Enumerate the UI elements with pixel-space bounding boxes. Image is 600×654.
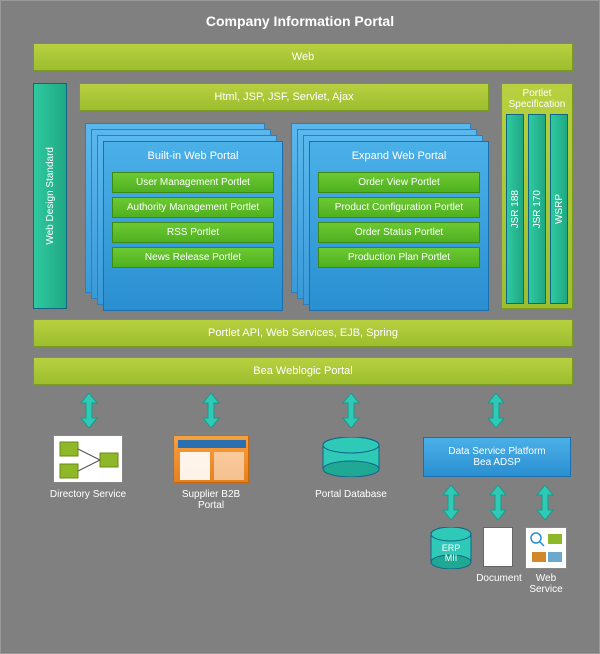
bar-api: Portlet API, Web Services, EJB, Spring: [33, 319, 573, 347]
erp-mii-icon: ERPMII: [429, 527, 473, 569]
arrow-doc: [488, 485, 508, 520]
spec-col-jsr170: JSR 170: [528, 114, 546, 304]
portlet-order-view: Order View Portlet: [318, 172, 480, 193]
spec-col-jsr188: JSR 188: [506, 114, 524, 304]
portlet-spec-box: Portlet Specification JSR 188 JSR 170 WS…: [501, 83, 573, 309]
arrow-ws: [535, 485, 555, 520]
arrow-b2b: [201, 393, 221, 428]
portlet-spec-title: Portlet Specification: [502, 84, 572, 114]
web-design-standard: Web Design Standard: [33, 83, 67, 309]
web-design-label: Web Design Standard: [45, 147, 56, 245]
expand-title: Expand Web Portal: [310, 142, 488, 168]
portlet-rss: RSS Portlet: [112, 222, 274, 243]
data-service-platform: Data Service Platform Bea ADSP: [423, 437, 571, 477]
supplier-b2b-icon: [173, 435, 249, 483]
svg-text:MII: MII: [445, 553, 458, 563]
builtin-title: Built-in Web Portal: [104, 142, 282, 168]
directory-service-icon: [53, 435, 123, 483]
portlet-news: News Release Portlet: [112, 247, 274, 268]
portlet-user-mgmt: User Management Portlet: [112, 172, 274, 193]
portal-db-label: Portal Database: [306, 489, 396, 500]
directory-service-label: Directory Service: [43, 489, 133, 500]
bar-html: Html, JSP, JSF, Servlet, Ajax: [79, 83, 489, 111]
portlet-prod-config: Product Configuration Portlet: [318, 197, 480, 218]
document-label: Document: [471, 573, 527, 584]
arrow-dir: [79, 393, 99, 428]
bar-web: Web: [33, 43, 573, 71]
page-title: Company Information Portal: [1, 1, 599, 29]
svg-text:ERP: ERP: [442, 543, 461, 553]
spec-col-wsrp: WSRP: [550, 114, 568, 304]
diagram-canvas: Company Information Portal Web Html, JSP…: [0, 0, 600, 654]
arrow-db: [341, 393, 361, 428]
arrow-erp: [441, 485, 461, 520]
portlet-order-status: Order Status Portlet: [318, 222, 480, 243]
portal-db-icon: [321, 437, 381, 477]
web-service-label: Web Service: [521, 573, 571, 595]
document-icon: [483, 527, 513, 567]
portlet-auth-mgmt: Authority Management Portlet: [112, 197, 274, 218]
builtin-portal: Built-in Web Portal User Management Port…: [103, 141, 283, 311]
supplier-b2b-label: Supplier B2B Portal: [171, 489, 251, 511]
portlet-prod-plan: Production Plan Portlet: [318, 247, 480, 268]
arrow-dsp: [486, 393, 506, 428]
expand-portal: Expand Web Portal Order View Portlet Pro…: [309, 141, 489, 311]
web-service-icon: [525, 527, 567, 569]
bar-bea: Bea Weblogic Portal: [33, 357, 573, 385]
